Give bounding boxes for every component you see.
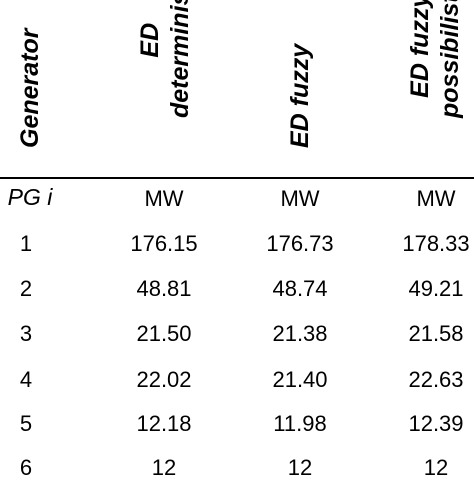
row-3-ed-deterministic: 21.50 bbox=[136, 321, 192, 346]
row-6-ed-fuzzy-possibilistic: 12 bbox=[423, 455, 449, 480]
row-4-generator: 4 bbox=[19, 367, 33, 392]
row-5-ed-fuzzy: 11.98 bbox=[273, 411, 327, 436]
row-3-generator: 3 bbox=[19, 321, 33, 346]
header-ed-deterministic-line2: deterministic bbox=[166, 0, 194, 118]
units-pg-i: PG i bbox=[7, 184, 53, 210]
row-5-generator: 5 bbox=[19, 411, 33, 436]
row-6-generator: 6 bbox=[19, 455, 33, 480]
row-1-ed-fuzzy: 176.73 bbox=[266, 231, 334, 256]
header-generator: Generator bbox=[0, 0, 60, 178]
units-ed-fuzzy: MW bbox=[280, 186, 320, 211]
row-4-ed-fuzzy: 21.40 bbox=[272, 367, 328, 392]
row-1-ed-deterministic: 176.15 bbox=[130, 231, 198, 256]
header-ed-deterministic: ED deterministic bbox=[110, 0, 220, 178]
row-2-ed-fuzzy-possibilistic: 49.21 bbox=[408, 276, 464, 301]
header-generator-label: Generator bbox=[16, 28, 44, 148]
header-rule bbox=[0, 177, 474, 179]
row-6-ed-deterministic: 12 bbox=[151, 455, 177, 480]
units-ed-deterministic: MW bbox=[144, 186, 184, 211]
row-3-ed-fuzzy: 21.38 bbox=[272, 321, 328, 346]
row-4-ed-fuzzy-possibilistic: 22.63 bbox=[408, 367, 464, 392]
header-ed-fuzzy: ED fuzzy bbox=[245, 0, 355, 178]
row-1-generator: 1 bbox=[19, 231, 33, 256]
row-1-ed-fuzzy-possibilistic: 178.33 bbox=[402, 231, 470, 256]
header-ed-fuzzy-possibilistic: ED fuzzy possibilistic bbox=[380, 0, 474, 178]
units-ed-fuzzy-possibilistic: MW bbox=[416, 186, 456, 211]
row-3-ed-fuzzy-possibilistic: 21.58 bbox=[408, 321, 464, 346]
row-6-ed-fuzzy: 12 bbox=[287, 455, 313, 480]
header-ed-fuzzy-possibilistic-line2: possibilistic bbox=[436, 0, 464, 118]
row-2-ed-deterministic: 48.81 bbox=[136, 276, 192, 301]
header-ed-deterministic-line1: ED bbox=[136, 22, 164, 58]
row-5-ed-deterministic: 12.18 bbox=[136, 411, 192, 436]
header-ed-fuzzy-label: ED fuzzy bbox=[286, 43, 314, 148]
row-2-ed-fuzzy: 48.74 bbox=[272, 276, 328, 301]
row-5-ed-fuzzy-possibilistic: 12.39 bbox=[408, 411, 464, 436]
row-4-ed-deterministic: 22.02 bbox=[136, 367, 192, 392]
row-2-generator: 2 bbox=[19, 276, 33, 301]
header-ed-fuzzy-possibilistic-line1: ED fuzzy bbox=[406, 0, 434, 98]
